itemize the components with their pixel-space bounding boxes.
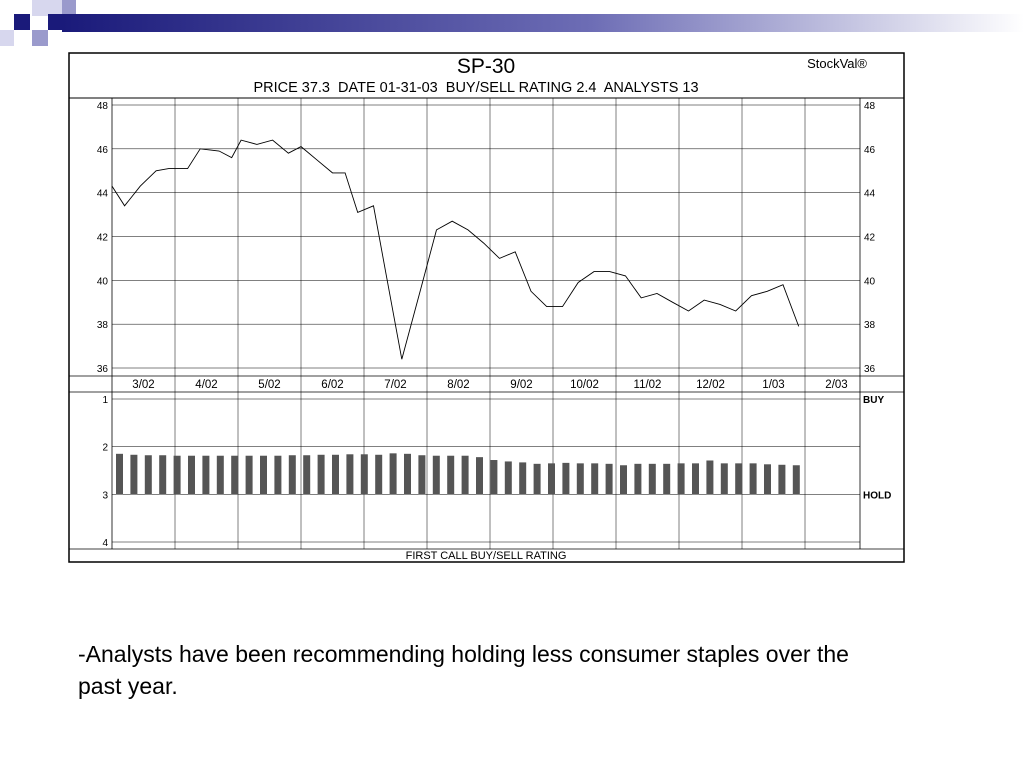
rating-bar (130, 454, 138, 495)
rating-bar (375, 454, 383, 495)
rating-bar (504, 461, 512, 495)
rating-bar (360, 454, 368, 495)
rating-bar (749, 463, 757, 495)
rating-bar (548, 463, 555, 495)
rating-bar (317, 454, 325, 495)
month-label: 2/03 (825, 379, 847, 391)
price-tick-label: 40 (97, 276, 109, 287)
month-label: 4/02 (195, 379, 217, 391)
rating-bar (116, 453, 123, 495)
rating-bar (288, 455, 296, 495)
rating-bar (677, 463, 685, 495)
rating-bar (245, 455, 253, 495)
rating-tick-label: 2 (102, 443, 108, 454)
month-label: 8/02 (447, 379, 469, 391)
price-tick-label: 48 (97, 101, 109, 112)
rating-bar (447, 455, 455, 495)
decor-square (48, 0, 62, 14)
rating-bar (634, 463, 642, 495)
rating-bar (188, 455, 195, 495)
price-tick-label-right: 40 (864, 276, 876, 287)
rating-bar (764, 464, 771, 495)
month-label: 12/02 (696, 379, 725, 391)
hold-label: HOLD (863, 490, 891, 501)
rating-bar (159, 455, 167, 495)
rating-bar (620, 465, 627, 495)
rating-bar (562, 462, 570, 495)
month-label: 5/02 (258, 379, 280, 391)
decor-square (48, 14, 64, 30)
rating-bar (533, 463, 541, 495)
price-tick-label: 38 (97, 320, 109, 331)
price-tick-label-right: 42 (864, 233, 876, 244)
month-label: 7/02 (384, 379, 406, 391)
decor-square (0, 30, 14, 46)
rating-tick-label: 3 (102, 490, 108, 501)
rating-bar (404, 453, 411, 495)
rating-bar (216, 455, 224, 495)
rating-bar (476, 457, 483, 495)
rating-bar (648, 463, 656, 495)
month-label: 10/02 (570, 379, 599, 391)
month-label: 1/03 (762, 379, 784, 391)
rating-bar (663, 463, 671, 495)
rating-bar (778, 464, 786, 495)
rating-bar (706, 460, 714, 495)
rating-bar (173, 455, 181, 495)
rating-bar (389, 453, 397, 495)
rating-bar (735, 463, 743, 495)
month-label: 3/02 (132, 379, 154, 391)
buy-label: BUY (863, 395, 884, 406)
rating-bar (346, 454, 354, 495)
rating-tick-label: 4 (102, 538, 108, 549)
rating-bar (720, 463, 728, 495)
rating-bar (303, 455, 311, 495)
rating-bar (591, 463, 599, 495)
rating-bar (461, 455, 469, 495)
rating-bar (231, 455, 239, 495)
chart-subtitle: PRICE 37.3 DATE 01-31-03 BUY/SELL RATING… (253, 80, 698, 96)
title-gradient-band (62, 14, 1024, 32)
price-tick-label: 42 (97, 233, 109, 244)
price-tick-label-right: 36 (864, 364, 876, 375)
decor-square (32, 0, 48, 16)
price-tick-label-right: 44 (864, 189, 876, 200)
price-tick-label-right: 46 (864, 145, 876, 156)
price-tick-label-right: 48 (864, 101, 876, 112)
caption-text: -Analysts have been recommending holding… (78, 641, 849, 699)
rating-bar (260, 455, 267, 495)
decor-square (14, 14, 30, 30)
rating-bar (605, 463, 613, 495)
brand-label: StockVal® (807, 56, 867, 71)
rating-bar (144, 455, 152, 495)
price-tick-label: 36 (97, 364, 109, 375)
decor-square (62, 0, 76, 14)
month-label: 11/02 (634, 379, 662, 391)
rating-bar (490, 460, 498, 495)
price-tick-label-right: 38 (864, 320, 876, 331)
rating-bar (332, 454, 339, 495)
rating-bar (792, 465, 800, 495)
price-tick-label: 46 (97, 145, 109, 156)
chart-title: SP-30 (457, 55, 515, 78)
rating-bar (692, 463, 699, 495)
title-decoration (0, 0, 1024, 46)
price-tick-label: 44 (97, 189, 109, 200)
rating-panel: 1 2 3 4 BUY HOLD (69, 395, 904, 550)
rating-bar (519, 462, 527, 495)
rating-bar (202, 455, 210, 495)
month-label: 9/02 (510, 379, 532, 391)
price-series-line (111, 139, 800, 360)
month-label: 6/02 (321, 379, 343, 391)
rating-bar (418, 455, 426, 495)
rating-panel-title: FIRST CALL BUY/SELL RATING (406, 550, 567, 562)
rating-bar (274, 455, 282, 495)
decor-square (32, 30, 48, 46)
rating-tick-label: 1 (102, 395, 108, 406)
rating-bar (576, 463, 584, 495)
rating-bar (432, 455, 440, 495)
